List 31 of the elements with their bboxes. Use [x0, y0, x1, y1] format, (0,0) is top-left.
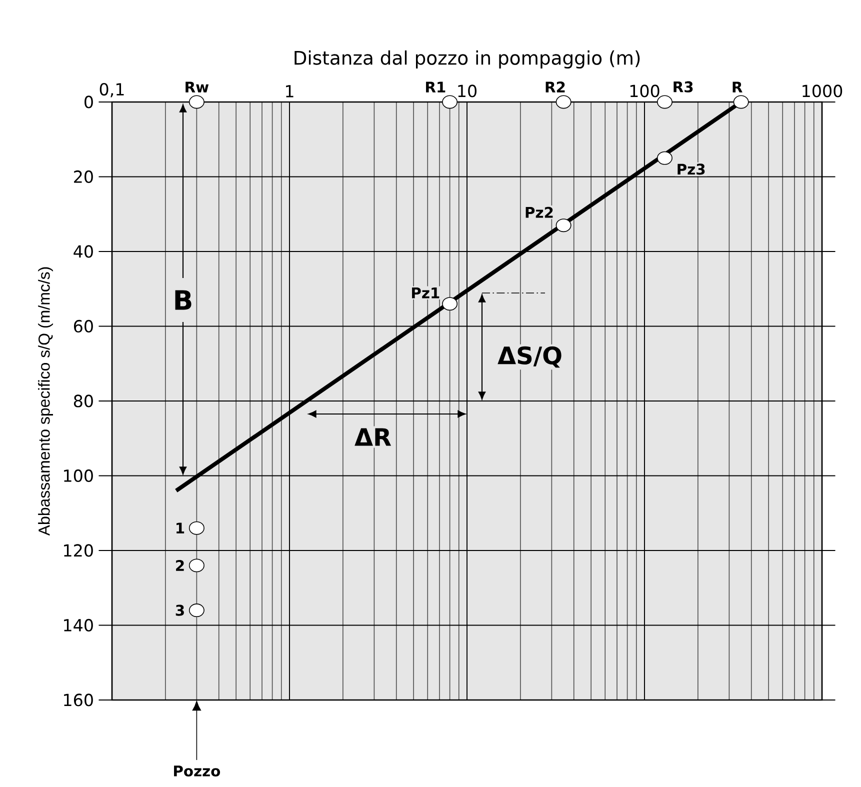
- y-tick-label: 80: [74, 394, 93, 408]
- y-tick-label: 0: [84, 96, 93, 108]
- y-tick-label: 140: [64, 618, 93, 632]
- annotation: Pz3: [678, 164, 705, 175]
- x-tick-label: 1000: [802, 84, 842, 98]
- annotation: R: [732, 82, 742, 92]
- x-tick-label: 0,1: [100, 82, 124, 98]
- annotation: Rw: [186, 82, 209, 92]
- annotation: R2: [546, 82, 565, 92]
- annotation: 3: [176, 604, 184, 616]
- y-axis-title: Abbassamento specifico s/Q (m/mc/s): [38, 267, 53, 536]
- annotation: 1: [176, 522, 184, 534]
- y-tick-label: 20: [74, 170, 93, 184]
- y-tick-label: 160: [64, 694, 93, 706]
- annotation: Pz2: [526, 206, 553, 218]
- annotation: 2: [176, 560, 184, 571]
- x-axis-title: Distanza dal pozzo in pompaggio (m): [294, 50, 640, 68]
- y-tick-label: 40: [74, 245, 93, 258]
- annotation: Pz1: [412, 288, 440, 298]
- annotation: R3: [674, 81, 693, 92]
- annotation: ΔR: [354, 428, 392, 446]
- x-tick-label: 100: [630, 84, 660, 98]
- annotation: ΔS/Q: [498, 346, 562, 368]
- x-tick-label: 10: [458, 84, 476, 98]
- y-tick-label: 60: [74, 320, 93, 333]
- y-tick-label: 120: [64, 544, 93, 557]
- annotation: B: [175, 290, 192, 310]
- annotation: R1: [426, 82, 446, 92]
- y-tick-label: 100: [64, 469, 93, 482]
- text: Pozzo: [174, 766, 220, 776]
- x-tick-label: 1: [286, 85, 294, 98]
